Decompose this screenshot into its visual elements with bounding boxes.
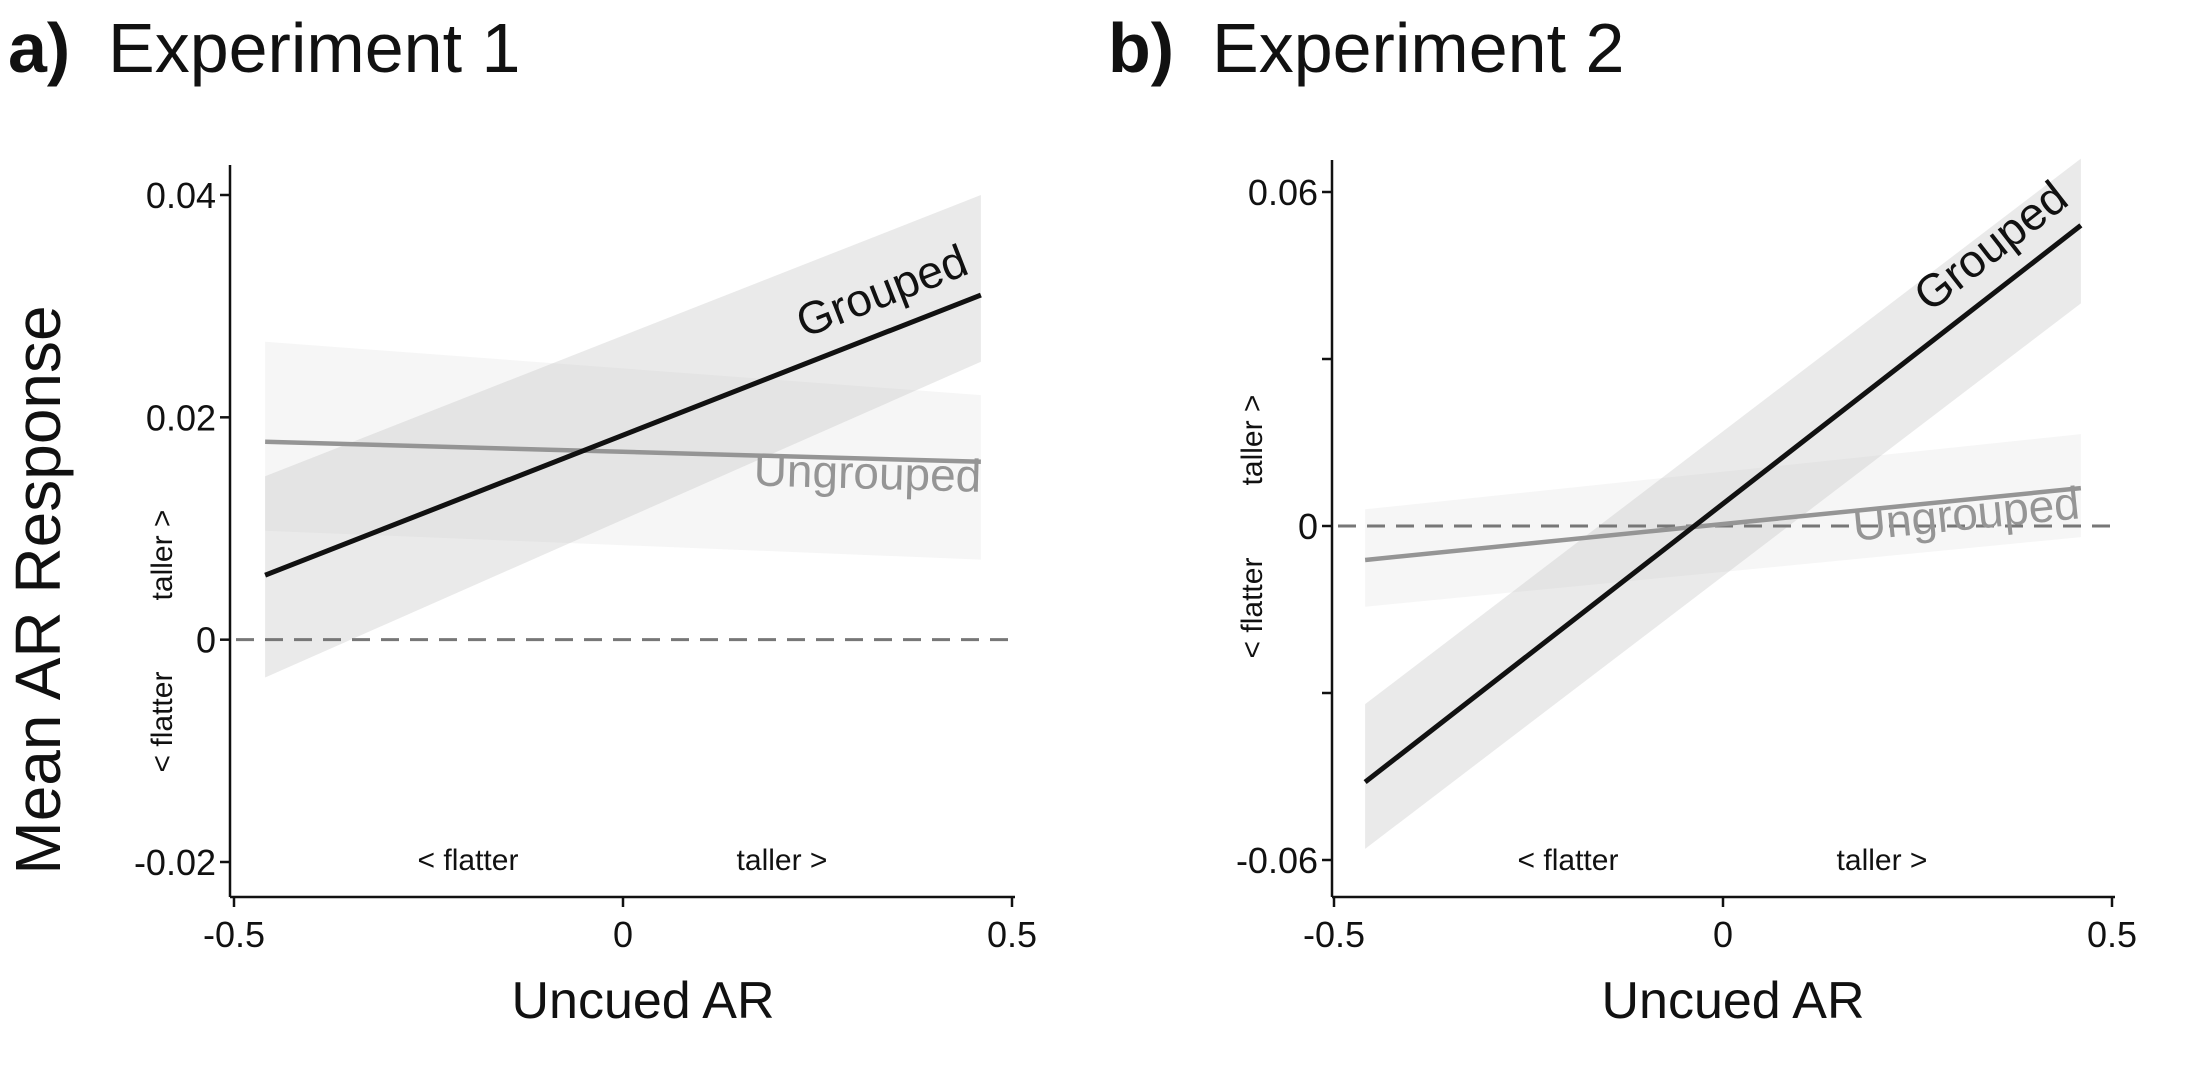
panel-experiment-1: a) Experiment 1 -0.02 0 0.02 0.04 -0.5 0 0.5 U… [8,9,1037,1030]
x-axis-label: Uncued AR [1601,972,1864,1030]
confidence-band-ungrouped [1365,434,2081,607]
x-direction-high: taller > [1837,844,1928,877]
y-tick-label: 0.06 [1248,172,1318,213]
series-lines [1363,223,2083,785]
x-direction-low: < flatter [1518,844,1619,877]
x-tick-label: 0 [613,914,633,955]
y-tick-label: -0.02 [134,842,216,883]
y-direction-low: < flatter [1236,558,1269,659]
shared-y-axis-label: Mean AR Response [2,305,74,874]
y-tick-label: 0.04 [146,175,216,216]
panel-letter: b) [1108,9,1174,87]
x-tick-label: -0.5 [1303,914,1365,955]
y-tick-label: -0.06 [1236,840,1318,881]
y-direction-high: taller > [1236,395,1269,486]
axes [220,165,1015,907]
x-direction-high: taller > [737,844,828,877]
panel-title: Experiment 1 [108,9,520,87]
y-tick-label: 0 [196,620,216,661]
series-lines [264,292,982,578]
x-direction-low: < flatter [418,844,519,877]
y-direction-high: taller > [146,510,179,601]
series-label-ungrouped: Ungrouped [753,443,982,501]
panel-letter: a) [8,9,70,87]
x-tick-label: 0 [1713,914,1733,955]
y-tick-label: 0.02 [146,397,216,438]
y-tick-label: 0 [1298,506,1318,547]
series-line-grouped [264,292,982,578]
x-tick-label: 0.5 [2087,914,2137,955]
x-tick-label: 0.5 [987,914,1037,955]
panel-title: Experiment 2 [1212,9,1624,87]
series-line-ungrouped [1364,485,2082,563]
tick-labels: -0.02 0 0.02 0.04 -0.5 0 0.5 [134,175,1037,955]
series-line-grouped [1363,223,2083,785]
x-tick-label: -0.5 [203,914,265,955]
axes [1322,160,2115,907]
y-direction-low: < flatter [146,672,179,773]
x-axis-label: Uncued AR [511,972,774,1030]
tick-labels: -0.06 0 0.06 -0.5 0 0.5 [1236,172,2137,955]
series-line-ungrouped [265,439,981,465]
